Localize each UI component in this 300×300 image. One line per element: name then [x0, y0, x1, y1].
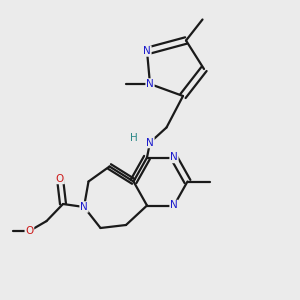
Text: O: O — [25, 226, 34, 236]
Text: N: N — [143, 46, 151, 56]
Text: N: N — [170, 152, 178, 163]
Text: N: N — [146, 137, 154, 148]
Text: N: N — [170, 200, 178, 211]
Text: O: O — [56, 173, 64, 184]
Text: N: N — [146, 79, 154, 89]
Text: H: H — [130, 133, 137, 143]
Text: N: N — [80, 202, 88, 212]
